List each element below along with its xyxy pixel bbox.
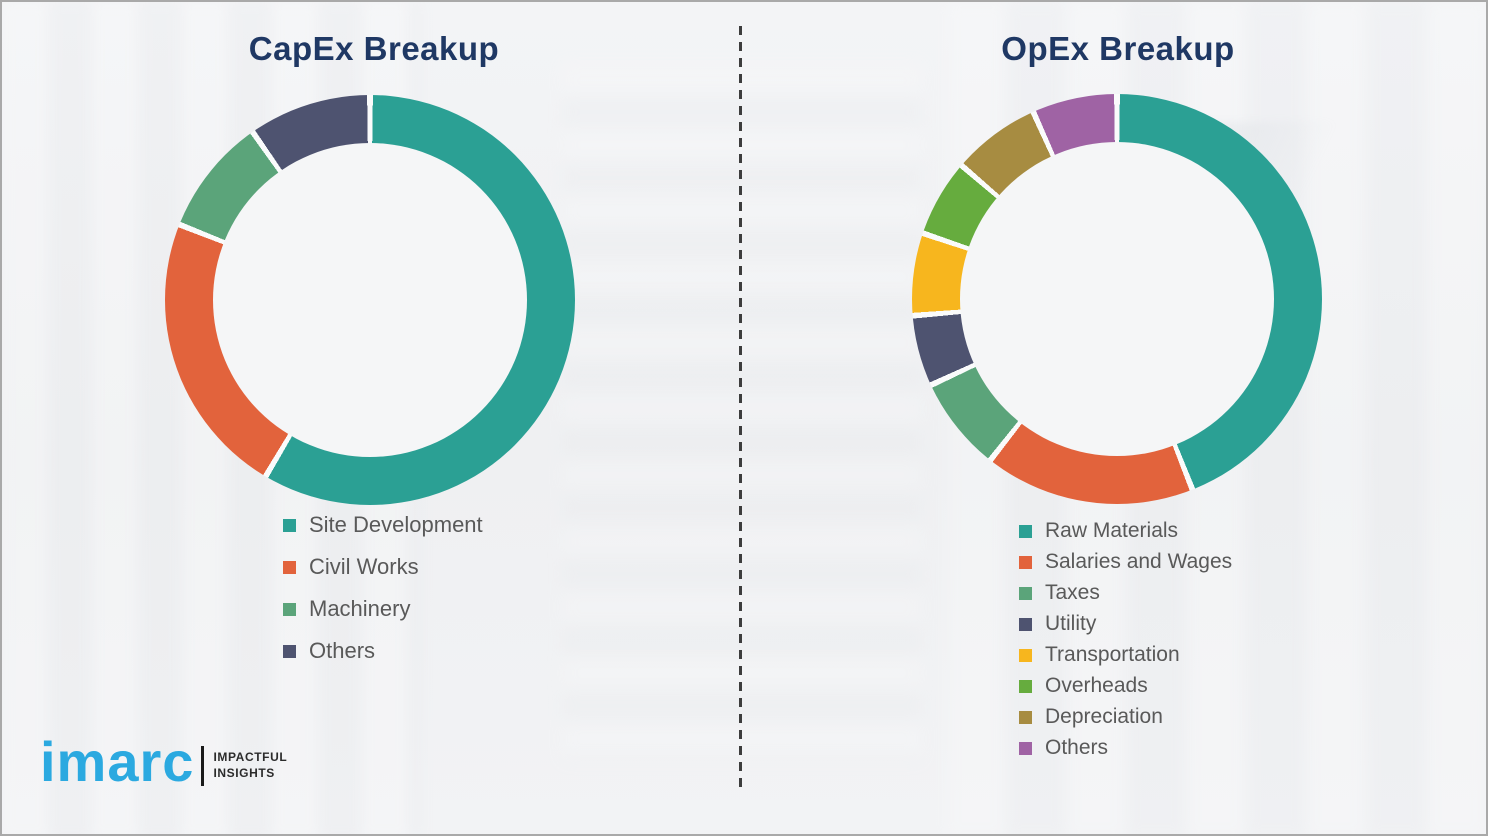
capex-legend: Site Development Civil Works Machinery Othe…	[283, 512, 483, 664]
legend-item: Others	[283, 638, 483, 664]
legend-label: Site Development	[309, 512, 483, 537]
legend-swatch-icon	[1019, 524, 1032, 538]
logo-tagline-line1: IMPACTFUL	[213, 750, 288, 765]
legend-label: Salaries and Wages	[1045, 550, 1233, 573]
legend-swatch-icon	[283, 644, 296, 658]
capex-chart-title: CapEx Breakup	[248, 30, 500, 67]
imarc-logo: imarc IMPACTFUL INSIGHTS	[40, 734, 287, 794]
logo-tagline: IMPACTFUL INSIGHTS	[213, 750, 287, 781]
legend-label: Taxes	[1045, 581, 1100, 604]
legend-swatch-icon	[283, 560, 296, 574]
legend-item: Taxes	[1019, 581, 1232, 605]
logo-tagline-line2: INSIGHTS	[213, 766, 275, 780]
legend-item: Overheads	[1019, 674, 1232, 698]
legend-label: Machinery	[309, 596, 411, 621]
legend-item: Machinery	[283, 596, 483, 622]
legend-label: Overheads	[1045, 674, 1148, 697]
legend-swatch-icon	[1019, 617, 1032, 631]
legend-item: Raw Materials	[1019, 519, 1232, 543]
opex-donut-hole	[960, 142, 1274, 456]
legend-item: Utility	[1019, 612, 1232, 636]
capex-donut-chart	[165, 95, 575, 505]
legend-label: Others	[1045, 736, 1109, 759]
legend-swatch-icon	[1019, 741, 1032, 755]
legend-item: Civil Works	[283, 554, 483, 580]
legend-swatch-icon	[1019, 679, 1032, 693]
background-watermark	[562, 62, 922, 762]
legend-swatch-icon	[283, 518, 296, 532]
legend-item: Site Development	[283, 512, 483, 538]
legend-item: Salaries and Wages	[1019, 550, 1232, 574]
legend-label: Transportation	[1045, 643, 1180, 666]
dashed-divider	[739, 26, 742, 792]
legend-label: Depreciation	[1045, 705, 1163, 728]
legend-swatch-icon	[283, 602, 296, 616]
opex-legend: Raw Materials Salaries and Wages Taxes Util…	[1019, 519, 1232, 760]
legend-swatch-icon	[1019, 555, 1032, 569]
legend-item: Depreciation	[1019, 705, 1232, 729]
legend-label: Raw Materials	[1045, 519, 1179, 542]
legend-swatch-icon	[1019, 710, 1032, 724]
legend-swatch-icon	[1019, 586, 1032, 600]
opex-donut-chart	[912, 94, 1322, 504]
legend-label: Others	[309, 638, 376, 663]
legend-label: Utility	[1045, 612, 1097, 635]
opex-chart-title: OpEx Breakup	[1001, 30, 1235, 67]
legend-item: Others	[1019, 736, 1232, 760]
legend-label: Civil Works	[309, 554, 419, 579]
logo-separator	[201, 746, 205, 786]
imarc-wordmark: imarc	[40, 730, 195, 793]
legend-item: Transportation	[1019, 643, 1232, 667]
legend-swatch-icon	[1019, 648, 1032, 662]
capex-donut-hole	[213, 143, 527, 457]
